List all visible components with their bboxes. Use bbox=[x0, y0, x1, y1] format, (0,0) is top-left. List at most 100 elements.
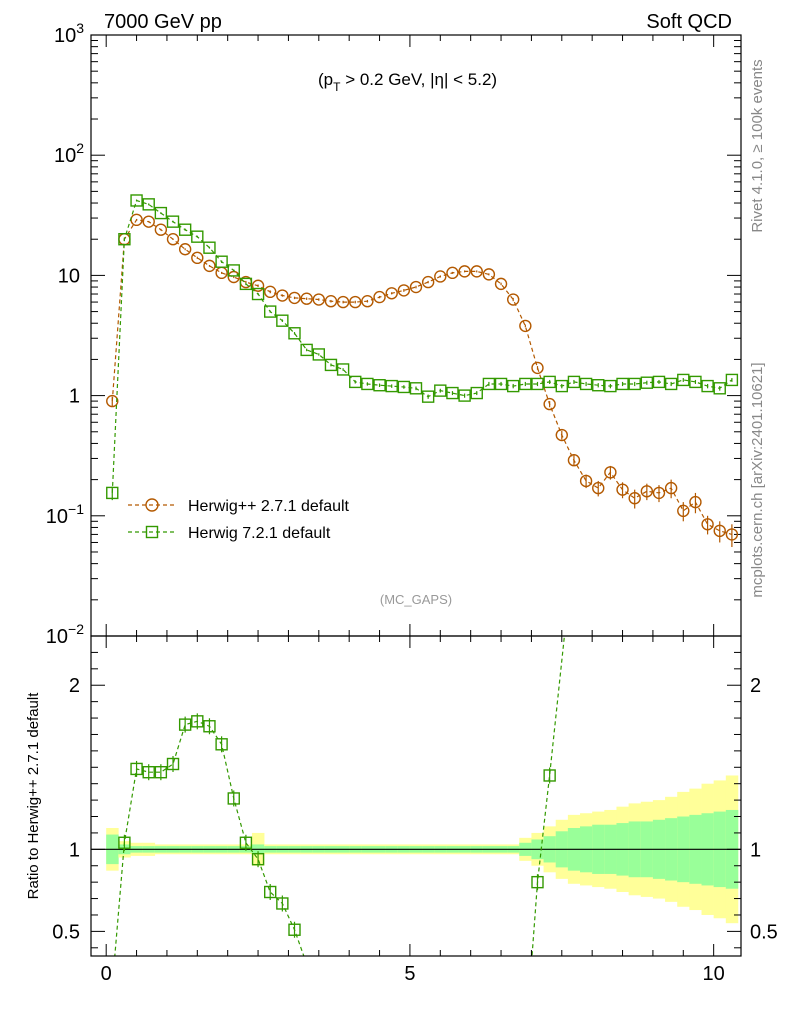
herwigpp-point bbox=[361, 295, 374, 308]
ratio-herwig7-point bbox=[276, 897, 289, 910]
main-frame bbox=[90, 34, 742, 637]
ratio-panel: 0.5 0.5 1 1 2 2 0 5 10 Ratio to Herwig++ 2.7.1 d… bbox=[25, 635, 778, 985]
herwigpp-point bbox=[227, 270, 240, 284]
ratio-y-axis-label: Ratio to Herwig++ 2.7.1 default bbox=[25, 692, 42, 900]
ratio-y-tick-label-right: 1 bbox=[750, 839, 761, 861]
herwig7-point bbox=[592, 379, 605, 392]
cut-label: (pT > 0.2 GeV, |η| < 5.2) bbox=[318, 70, 497, 94]
herwig7-point bbox=[701, 379, 714, 393]
herwig7-point bbox=[434, 384, 447, 397]
herwig7-point bbox=[446, 386, 459, 400]
herwig7-point bbox=[373, 379, 386, 392]
main-series-group bbox=[106, 194, 739, 548]
ratio-axis-ticks bbox=[91, 636, 741, 956]
ratio-series-group bbox=[114, 636, 566, 956]
herwig7-point bbox=[470, 386, 483, 400]
herwigpp-point bbox=[652, 486, 666, 500]
herwigpp-point bbox=[689, 495, 702, 509]
herwig7-point bbox=[531, 377, 544, 391]
herwig7-point bbox=[324, 358, 338, 372]
herwigpp-point bbox=[336, 295, 350, 309]
herwig7-point bbox=[409, 382, 423, 395]
herwigpp-point bbox=[592, 481, 605, 495]
tick-base: 10 bbox=[54, 145, 76, 167]
herwig7-point bbox=[519, 377, 532, 391]
herwigpp-point bbox=[154, 223, 168, 236]
herwig7-point bbox=[203, 241, 216, 254]
herwigpp-point bbox=[397, 284, 411, 297]
ratio-herwig7-point bbox=[239, 836, 253, 849]
herwigpp-point bbox=[531, 361, 544, 375]
herwig7-point bbox=[142, 198, 155, 211]
herwig7-point bbox=[361, 377, 374, 391]
ratio-herwig7-point bbox=[251, 852, 265, 866]
herwig7-point bbox=[628, 377, 641, 391]
herwig7-point bbox=[239, 277, 253, 291]
herwigpp-point bbox=[142, 215, 155, 228]
herwigpp-point bbox=[373, 290, 386, 304]
ratio-y-tick-label-right: 2 bbox=[750, 675, 761, 697]
header-left-title: 7000 GeV pp bbox=[104, 11, 222, 33]
ratio-herwig7-point bbox=[264, 885, 277, 899]
ratio-herwig7-point bbox=[227, 792, 240, 805]
herwigpp-point bbox=[324, 295, 338, 308]
herwigpp-point bbox=[628, 492, 641, 505]
herwig7-point bbox=[227, 264, 240, 277]
herwig7-line bbox=[111, 199, 733, 493]
herwigpp-point bbox=[579, 474, 593, 488]
tick-exponent: −1 bbox=[68, 501, 84, 517]
herwig7-point bbox=[118, 233, 131, 246]
herwig7-point bbox=[579, 377, 593, 391]
herwig7-point bbox=[215, 255, 228, 268]
herwigpp-point bbox=[349, 295, 362, 309]
herwigpp-point bbox=[434, 270, 447, 283]
herwig7-point bbox=[191, 230, 204, 243]
header-right-title: Soft QCD bbox=[646, 11, 732, 33]
herwig7-point bbox=[604, 379, 617, 393]
herwigpp-point bbox=[494, 277, 508, 291]
herwigpp-point bbox=[677, 504, 690, 518]
legend-marker-herwigpp bbox=[145, 498, 159, 512]
herwig7-point bbox=[349, 375, 362, 389]
ratio-herwig7-point bbox=[154, 766, 168, 779]
legend-marker-herwig7 bbox=[145, 525, 159, 539]
herwigpp-point bbox=[166, 233, 180, 246]
ratio-herwig7-line bbox=[114, 636, 566, 956]
ratio-herwig7-point bbox=[130, 762, 143, 776]
herwigpp-point bbox=[458, 265, 471, 278]
herwig7-point bbox=[276, 314, 289, 327]
herwig7-point bbox=[616, 377, 629, 391]
herwigpp-point bbox=[300, 292, 313, 305]
herwigpp-point bbox=[543, 397, 556, 411]
herwigpp-point bbox=[446, 266, 459, 280]
legend-label-herwigpp: Herwig++ 2.7.1 default bbox=[188, 498, 350, 515]
ratio-y-tick-label-left: 1 bbox=[69, 839, 80, 861]
ratio-herwig7-point bbox=[142, 766, 155, 779]
herwig7-point bbox=[506, 379, 520, 393]
ratio-y-tick-label-right: 0.5 bbox=[750, 921, 778, 943]
ratio-y-tick-label-left: 0.5 bbox=[52, 921, 80, 943]
herwigpp-point bbox=[506, 293, 520, 306]
herwig7-point bbox=[312, 348, 326, 361]
herwig7-point bbox=[251, 287, 265, 301]
ratio-frame bbox=[90, 635, 742, 957]
herwigpp-point bbox=[640, 485, 654, 498]
ratio-herwig7-point bbox=[531, 875, 544, 889]
ratio-herwig7-point bbox=[191, 715, 204, 728]
herwigpp-point bbox=[276, 289, 289, 302]
herwigpp-point bbox=[713, 524, 726, 538]
herwigpp-point bbox=[264, 285, 277, 299]
herwig7-point bbox=[543, 375, 556, 389]
herwig7-point bbox=[106, 486, 119, 500]
main-y-tick-label: 1 bbox=[69, 386, 80, 408]
herwig7-point bbox=[713, 382, 726, 395]
herwigpp-point bbox=[409, 280, 423, 294]
herwig7-point bbox=[178, 223, 192, 236]
herwigpp-point bbox=[470, 265, 483, 278]
herwigpp-line bbox=[111, 219, 733, 535]
herwigpp-point bbox=[664, 481, 678, 495]
herwig7-point bbox=[288, 327, 301, 340]
